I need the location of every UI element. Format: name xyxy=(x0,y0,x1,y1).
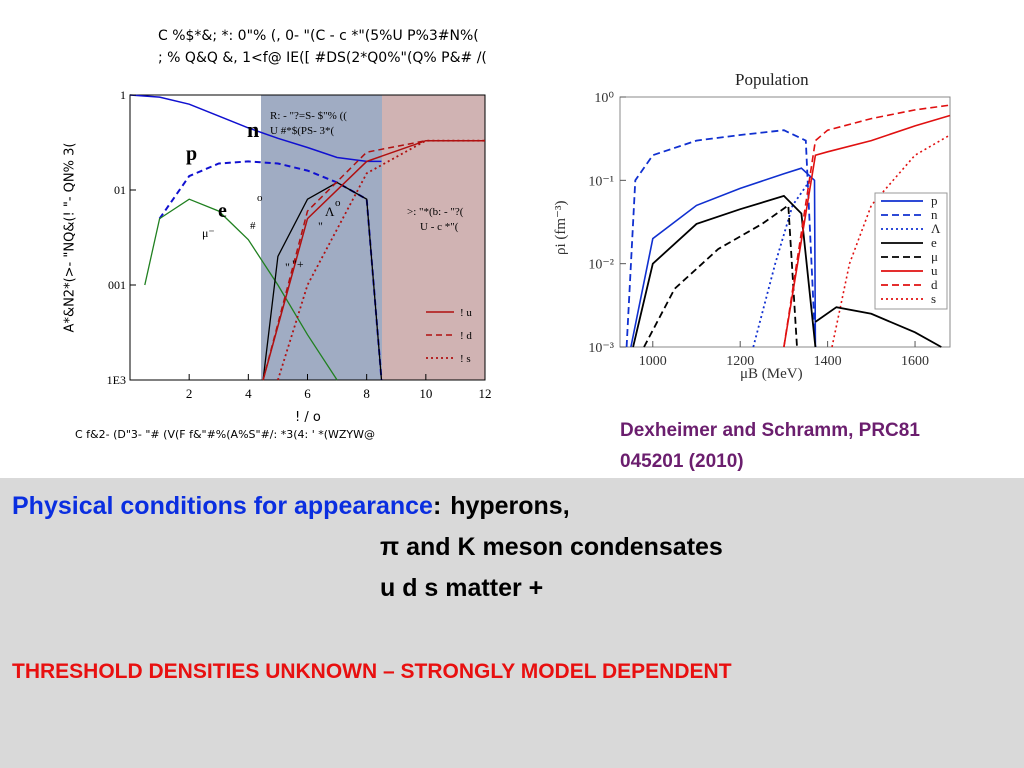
left-series-6-line xyxy=(277,139,485,381)
right-legend-label: u xyxy=(931,263,938,278)
uds-matter-line: u d s matter + xyxy=(380,574,544,602)
left-series-4-line xyxy=(262,139,485,381)
right-xtick-label: 1600 xyxy=(901,354,929,369)
legend-d-label: ! d xyxy=(460,330,472,342)
right-legend-box xyxy=(874,192,948,310)
right-ytick-label: 10⁻¹ xyxy=(588,174,614,189)
label-o1: o xyxy=(257,192,263,204)
hyperon-region xyxy=(261,95,382,380)
right-series-4-line xyxy=(643,203,798,348)
label-o2: o xyxy=(335,197,341,209)
left-figure-title-line1: C %$*&; *: 0"% (, 0- "(C - c *"(5%U P%3#… xyxy=(158,28,479,44)
label-p: p xyxy=(186,143,197,165)
left-ytick-label: 1E3 xyxy=(107,373,126,387)
left-ytick-label: 1 xyxy=(120,88,126,102)
legend-u-label: ! u xyxy=(460,307,472,319)
label-dq3: "+ xyxy=(292,257,304,271)
hyperon-region-label-1: R: - "?=S- $"% (( xyxy=(270,110,347,122)
left-population-plot: 1 01 001 1E3 2 4 6 8 10 12 n p e μ⁻ Λ o o # " " "… xyxy=(107,88,492,401)
hyperon-region-label-2: U #*$(PS- 3*( xyxy=(270,125,335,137)
left-figure-title-line2: ; % Q&Q &, 1<f@ IE([ #DS(2*Q0%"(Q% P&# /… xyxy=(158,50,487,66)
left-xtick-label: 2 xyxy=(186,386,193,401)
heading-line: Physical conditions for appearance: hype… xyxy=(12,492,570,521)
right-series-6-line xyxy=(783,104,951,348)
quark-region-label-1: >: "*(b: - "?( xyxy=(407,206,464,218)
label-dq1: " xyxy=(318,219,323,233)
right-plot-xlabel: μB (MeV) xyxy=(740,366,803,382)
label-hash: # xyxy=(250,220,256,232)
left-xtick-label: 10 xyxy=(419,386,432,401)
left-figure-footer: C f&2- (D"3- "# (V(F f&"#%(A%S"#/: *3(4:… xyxy=(75,428,376,441)
right-legend-label: μ xyxy=(931,249,938,264)
label-n: n xyxy=(247,117,259,142)
right-xtick-label: 1200 xyxy=(726,354,754,369)
right-legend-label: Λ xyxy=(931,221,941,236)
left-ytick-label: 01 xyxy=(114,183,126,197)
left-figure-ylabel: A*&N2*(>- "NQ&(! "- QN% 3( xyxy=(62,142,78,333)
right-population-plot: 10⁰ 10⁻¹ 10⁻² 10⁻³ 1000 1200 1400 1600 ρi (fm⁻³… xyxy=(553,91,951,382)
right-series-7-line xyxy=(831,134,951,348)
right-plot-ylabel: ρi (fm⁻³) xyxy=(553,201,569,255)
right-xtick-label: 1000 xyxy=(639,354,667,369)
label-e: e xyxy=(218,200,227,222)
right-ytick-label: 10⁻² xyxy=(588,258,614,273)
heading-colon: : xyxy=(432,492,442,520)
label-mu: μ⁻ xyxy=(202,226,215,240)
citation-line1: Dexheimer and Schramm, PRC81 xyxy=(620,420,920,441)
left-series-2-line xyxy=(144,198,338,381)
right-xtick-label: 1400 xyxy=(814,354,842,369)
left-xtick-label: 12 xyxy=(479,386,492,401)
right-legend-label: n xyxy=(931,207,938,222)
label-dq2: " xyxy=(285,260,290,274)
quark-region-label-2: U - c *"( xyxy=(420,221,459,233)
left-xtick-label: 8 xyxy=(363,386,370,401)
left-series-1-line xyxy=(158,160,383,381)
left-series-0-line xyxy=(129,94,382,163)
left-figure-xlabel: ! / o xyxy=(295,410,321,425)
left-xtick-label: 6 xyxy=(304,386,311,401)
citation-line2: 045201 (2010) xyxy=(620,451,744,472)
right-legend-label: d xyxy=(931,277,938,292)
right-series-5-line xyxy=(783,114,951,348)
left-series-3-line xyxy=(262,181,383,381)
right-figure-title: Population xyxy=(735,70,809,89)
right-plot-frame xyxy=(619,96,951,348)
right-series-2-line xyxy=(752,179,811,348)
heading-blue: Physical conditions for appearance xyxy=(12,492,433,520)
right-ytick-label: 10⁰ xyxy=(594,91,614,106)
quark-region xyxy=(382,95,485,380)
threshold-warning: THRESHOLD DENSITIES UNKNOWN – STRONGLY M… xyxy=(12,660,732,683)
right-legend-label: s xyxy=(931,291,936,306)
right-ytick-label: 10⁻³ xyxy=(588,341,614,356)
right-series-1-line xyxy=(625,129,817,348)
left-xtick-label: 4 xyxy=(245,386,252,401)
right-series-8-line xyxy=(814,306,942,348)
meson-condensates-line: π and K meson condensates xyxy=(380,533,723,561)
right-legend-label: e xyxy=(931,235,937,250)
legend-s-label: ! s xyxy=(460,353,471,365)
left-ytick-label: 001 xyxy=(108,278,126,292)
conditions-panel: Physical conditions for appearance: hype… xyxy=(0,478,1024,768)
label-lambda: Λ xyxy=(325,204,335,219)
right-series-3-line xyxy=(632,194,817,348)
heading-hyperons: hyperons, xyxy=(450,492,570,520)
right-legend-label: p xyxy=(931,193,938,208)
